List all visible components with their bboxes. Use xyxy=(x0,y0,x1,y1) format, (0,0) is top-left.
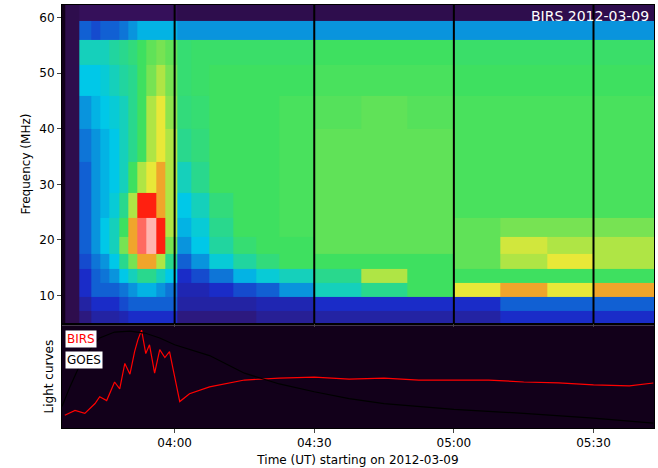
svg-text:04:00: 04:00 xyxy=(157,436,192,450)
svg-text:05:00: 05:00 xyxy=(437,436,472,450)
svg-text:05:30: 05:30 xyxy=(576,436,611,450)
svg-text:04:30: 04:30 xyxy=(297,436,332,450)
svg-text:10: 10 xyxy=(39,289,54,303)
svg-text:Light curves: Light curves xyxy=(42,340,56,414)
svg-text:BIRS 2012-03-09: BIRS 2012-03-09 xyxy=(531,8,649,24)
svg-text:BIRS: BIRS xyxy=(67,332,95,346)
svg-text:GOES: GOES xyxy=(67,353,101,367)
svg-text:20: 20 xyxy=(39,233,54,247)
svg-text:60: 60 xyxy=(39,11,54,25)
svg-text:Time (UT) starting on 2012-03-: Time (UT) starting on 2012-03-09 xyxy=(256,453,458,467)
svg-text:50: 50 xyxy=(39,66,54,80)
svg-text:40: 40 xyxy=(39,122,54,136)
svg-text:30: 30 xyxy=(39,178,54,192)
svg-text:Frequency (MHz): Frequency (MHz) xyxy=(19,114,33,215)
